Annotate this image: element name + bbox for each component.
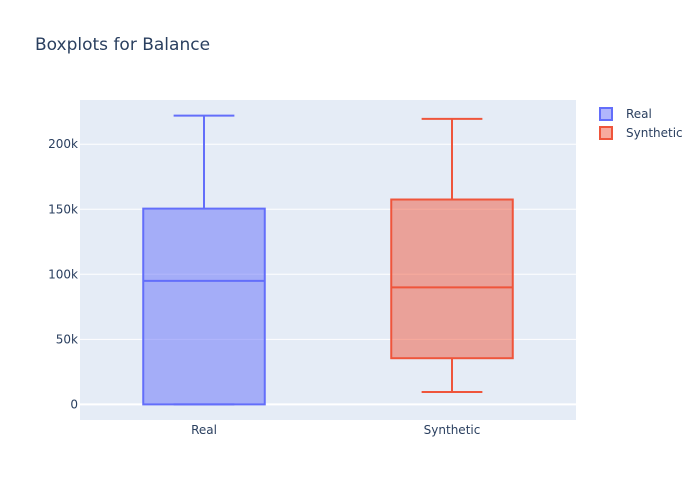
legend-item-synthetic[interactable]: Synthetic (599, 126, 683, 140)
legend-label: Synthetic (626, 126, 683, 140)
legend-swatch (599, 126, 613, 140)
box-real[interactable] (142, 114, 266, 406)
box-series (142, 114, 514, 406)
legend[interactable]: Real Synthetic (599, 107, 683, 140)
box-iqr[interactable] (390, 198, 514, 360)
legend-swatch (599, 107, 613, 121)
legend-item-real[interactable]: Real (599, 107, 652, 121)
y-tick-label: 50k (56, 332, 78, 346)
y-axis-ticks: 0 50k 100k 150k 200k (48, 137, 78, 411)
legend-label: Real (626, 107, 652, 121)
y-tick-label: 100k (48, 267, 78, 281)
x-tick-label: Real (191, 423, 217, 437)
box-iqr[interactable] (142, 207, 266, 406)
y-tick-label: 150k (48, 202, 78, 216)
y-tick-label: 200k (48, 137, 78, 151)
x-axis-ticks: Real Synthetic (191, 423, 480, 437)
box-synthetic[interactable] (390, 117, 514, 394)
chart-title: Boxplots for Balance (35, 35, 210, 55)
x-tick-label: Synthetic (424, 423, 481, 437)
y-tick-label: 0 (70, 397, 78, 411)
